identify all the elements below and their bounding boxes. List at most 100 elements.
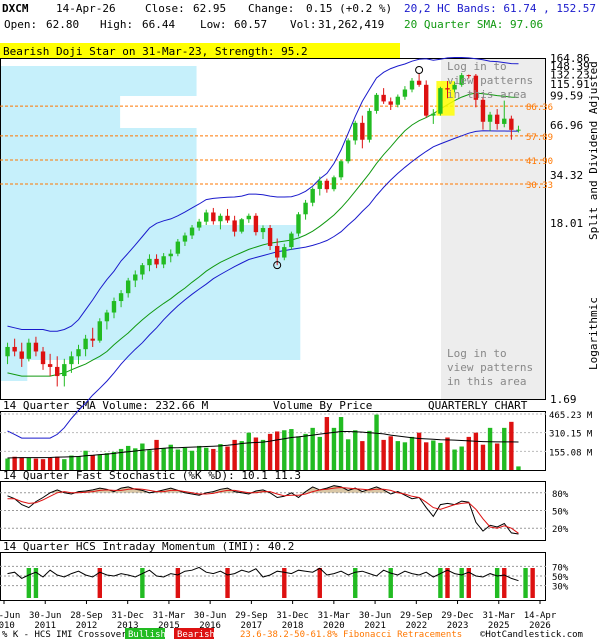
volume-bar: [104, 453, 110, 470]
volume-bar: [466, 436, 471, 470]
candle-body: [111, 301, 117, 313]
x-axis-tick: 2026: [529, 621, 551, 631]
login-watermark: view patterns: [447, 74, 533, 87]
x-axis-tick: 31-Dec: [276, 611, 309, 621]
stochastic-overbought-fill: [7, 485, 519, 493]
candle-body: [140, 265, 145, 275]
volume-bar: [33, 458, 39, 470]
candle-body: [459, 75, 464, 85]
imi-crossover-bar: [502, 568, 507, 598]
price-axis-tick: 30.33: [526, 181, 553, 191]
imi-crossover-bar: [523, 568, 528, 598]
volume-bar: [62, 459, 67, 470]
volume-bar: [211, 448, 216, 470]
price-axis-tick: 132.23: [550, 68, 590, 81]
imi-crossover-bar: [530, 568, 535, 598]
volume-bar: [267, 433, 273, 470]
candle-body: [19, 351, 24, 359]
candle-body: [303, 202, 308, 215]
pattern-shade-area: [441, 58, 546, 399]
volume-by-price-bar: [0, 225, 301, 262]
candle-body: [204, 212, 209, 222]
pattern-banner: [0, 43, 400, 58]
candle-body: [353, 122, 358, 141]
volume-by-price-bar: [0, 66, 197, 78]
x-axis-tick: 2010: [0, 621, 15, 631]
volume-bar: [360, 441, 365, 470]
x-axis-tick: 29-Sep: [235, 611, 268, 621]
volume-bar: [431, 440, 436, 470]
volume-bar: [289, 429, 294, 470]
x-axis-tick: 31-Dec: [111, 611, 144, 621]
candle-body: [338, 161, 344, 178]
price-axis-tick: 66.96: [550, 119, 583, 132]
volume-bar: [55, 456, 60, 470]
candle-body: [487, 114, 493, 122]
candle-body: [239, 219, 244, 232]
x-axis-tick: 30-Jun: [194, 611, 227, 621]
candle-body: [282, 247, 287, 258]
imi-crossover-bar: [282, 568, 287, 598]
close-label: Close:: [145, 2, 185, 15]
imi-crossover-bar: [317, 568, 322, 598]
volume-bar: [69, 455, 74, 470]
candle-body: [360, 122, 365, 140]
candle-body: [175, 241, 181, 254]
candle-body: [274, 245, 280, 258]
price-axis-tick: 86.36: [526, 103, 553, 113]
price-axis-tick: 148.39: [550, 60, 590, 73]
volume-bar: [516, 466, 521, 470]
x-axis-tick: 29-Sep: [400, 611, 433, 621]
volume-bar: [182, 447, 188, 470]
volume-bar: [40, 459, 46, 470]
stochastic-d-line: [7, 486, 519, 534]
volume-bar: [509, 421, 514, 470]
volume-bar: [317, 436, 322, 470]
volume-bar: [367, 430, 372, 470]
volume-bar: [76, 456, 81, 470]
volume-bar: [111, 451, 117, 470]
x-axis-tick: 29-Dec: [441, 611, 474, 621]
stochastic-axis-tick: 50%: [552, 508, 569, 518]
candle-body: [246, 215, 252, 220]
candle-body: [55, 366, 60, 377]
candle-body: [62, 364, 67, 377]
volume-bar: [161, 448, 166, 470]
vol-value: 31,262,419: [318, 18, 385, 31]
volume-bar: [83, 450, 88, 470]
change-value: 0.15 (+0.2 %): [306, 2, 393, 15]
price-axis-tick: 164.86: [550, 52, 590, 65]
candle-body: [218, 215, 223, 222]
volume-bar: [175, 449, 181, 470]
volume-bar: [452, 449, 457, 470]
candle-body: [480, 99, 486, 122]
imi-crossover-bar: [438, 568, 443, 598]
x-axis-tick: 14-Apr: [524, 611, 557, 621]
imi-crossover-bar: [388, 568, 393, 598]
momentum-axis-tick: 30%: [552, 583, 569, 593]
stochastic-panel-title: 14 Quarter Fast Stochastic (%K %D): 10.1…: [3, 469, 301, 482]
price-axis-tick: 18.01: [550, 217, 583, 230]
volume-bar: [47, 457, 53, 470]
volume-bar: [374, 414, 379, 470]
price-axis-tick: 99.59: [550, 90, 583, 103]
volume-bar: [473, 432, 479, 470]
bearish-badge: [174, 628, 214, 639]
volume-bar: [168, 444, 173, 470]
candle-body: [47, 364, 53, 367]
x-axis-tick: 2018: [282, 621, 304, 631]
price-axis-tick: 41.90: [526, 157, 553, 167]
volume-bar: [296, 436, 301, 470]
site-credit: ©HotCandlestick.com: [480, 630, 583, 640]
volume-by-price-bar: [0, 110, 121, 128]
volume-bar: [345, 439, 351, 470]
volume-by-price-bar: [0, 176, 197, 225]
bands-label: 20,2 HC Bands: 61.74 , 152.57: [404, 2, 597, 15]
candle-body: [331, 177, 337, 190]
candle-body: [395, 96, 401, 105]
volume-by-price-label: Volume By Price: [273, 399, 372, 412]
volume-bar: [395, 441, 401, 470]
x-axis-tick: 2020: [323, 621, 345, 631]
x-axis-tick: 2016: [199, 621, 221, 631]
vol-label: Vol:: [290, 18, 317, 31]
